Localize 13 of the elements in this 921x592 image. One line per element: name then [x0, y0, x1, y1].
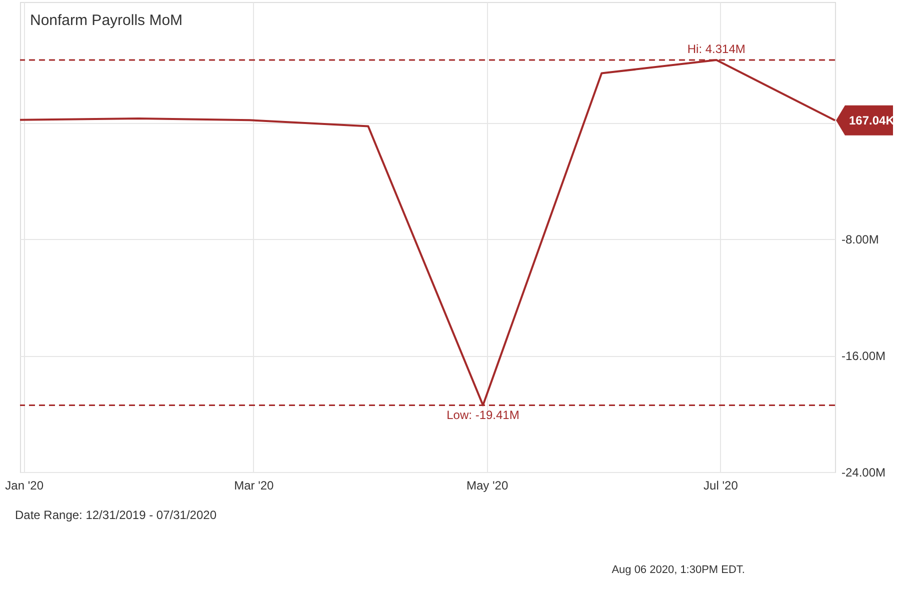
text: Date Range: 12/31/2019 - 07/31/2020 — [15, 508, 217, 522]
ref-line-label: Low: -19.41M — [446, 408, 520, 422]
y-tick-label: -16.00M — [842, 349, 886, 364]
x-tick-label: Jul '20 — [704, 478, 738, 492]
x-tick-label: Jan '20 — [5, 478, 44, 492]
y-tick-label: -24.00M — [842, 466, 886, 480]
ref-line-label: Hi: 4.314M — [687, 42, 746, 56]
y-tick-label: -8.00M — [842, 232, 879, 247]
x-tick-label: May '20 — [466, 478, 508, 492]
text: Nonfarm Payrolls MoM — [30, 12, 183, 29]
text: Aug 06 2020, 1:30PM EDT. — [612, 564, 745, 576]
annotation: 167.04K — [849, 113, 895, 128]
x-tick-label: Mar '20 — [234, 478, 274, 492]
